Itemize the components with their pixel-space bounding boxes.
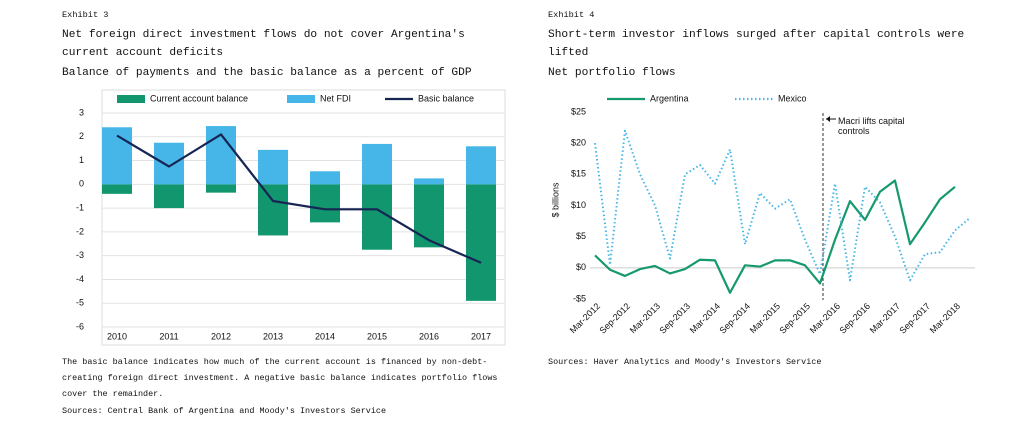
legend-label: Current account balance [150, 93, 248, 103]
legend-label: Basic balance [418, 93, 474, 103]
y-tick-label: -3 [76, 250, 84, 260]
chart-source: Sources: Haver Analytics and Moody's Inv… [548, 357, 822, 367]
x-tick-label: Mar-2014 [688, 301, 722, 335]
y-tick-label: -5 [76, 298, 84, 308]
y-tick-label: 3 [79, 107, 84, 117]
bar [466, 146, 496, 185]
series-line [594, 129, 971, 282]
x-tick-label: 2011 [159, 331, 178, 341]
y-tick-label: 0 [79, 179, 84, 189]
chart-note: The basic balance indicates how much of … [62, 357, 498, 399]
x-tick-label: Sep-2017 [897, 301, 932, 336]
y-tick-label: $10 [571, 200, 586, 210]
bar [414, 178, 444, 185]
bar [362, 184, 392, 250]
exhibit-label: Exhibit 4 [548, 10, 595, 20]
x-tick-label: Mar-2018 [928, 301, 962, 335]
x-tick-label: Mar-2017 [868, 301, 902, 335]
x-tick-label: 2012 [211, 331, 231, 341]
bar [258, 149, 288, 185]
exhibit-label: Exhibit 3 [62, 10, 109, 20]
bar [102, 184, 132, 194]
x-tick-label: Mar-2016 [808, 301, 842, 335]
bar [414, 184, 444, 248]
y-tick-label: $0 [576, 262, 586, 272]
bar [154, 142, 184, 185]
x-tick-label: 2010 [107, 331, 127, 341]
y-tick-label: -6 [76, 321, 84, 331]
x-tick-label: 2015 [367, 331, 387, 341]
y-tick-label: 1 [79, 155, 84, 165]
legend-label: Argentina [650, 93, 689, 103]
annotation: Macri lifts capital controls [838, 116, 905, 136]
series-line [594, 179, 956, 294]
x-tick-label: Sep-2014 [717, 301, 752, 336]
legend-swatch [287, 95, 315, 103]
bar [206, 184, 236, 193]
bar [310, 184, 340, 223]
y-tick-label: -$5 [573, 293, 586, 303]
y-tick-label: $5 [576, 231, 586, 241]
x-tick-label: 2014 [315, 331, 335, 341]
y-tick-label: $25 [571, 106, 586, 116]
chart-subtitle: Balance of payments and the basic balanc… [62, 67, 472, 79]
x-tick-label: Mar-2015 [748, 301, 782, 335]
y-tick-label: 2 [79, 131, 84, 141]
x-tick-label: Sep-2013 [657, 301, 692, 336]
chart-title: Net foreign direct investment flows do n… [62, 29, 465, 59]
x-tick-label: 2013 [263, 331, 283, 341]
legend-label: Net FDI [320, 93, 351, 103]
bar [258, 184, 288, 236]
y-tick-label: -4 [76, 274, 84, 284]
y-tick-label: -2 [76, 226, 84, 236]
annotation-arrowhead [826, 116, 830, 122]
x-tick-label: Mar-2013 [628, 301, 662, 335]
legend-label: Mexico [778, 93, 807, 103]
x-tick-label: 2016 [419, 331, 439, 341]
x-tick-label: Mar-2012 [568, 301, 602, 335]
y-tick-label: $20 [571, 138, 586, 148]
x-tick-label: 2017 [471, 331, 491, 341]
y-tick-label: -1 [76, 202, 84, 212]
x-tick-label: Sep-2016 [837, 301, 872, 336]
x-tick-label: Sep-2012 [597, 301, 632, 336]
legend-swatch [117, 95, 145, 103]
bar [310, 171, 340, 185]
chart-title: Short-term investor inflows surged after… [548, 29, 965, 59]
y-axis-label: $ billions [550, 182, 560, 218]
chart-source: Sources: Central Bank of Argentina and M… [62, 406, 387, 416]
y-tick-label: $15 [571, 169, 586, 179]
bar [466, 184, 496, 301]
plot-frame [101, 89, 506, 346]
bar [154, 184, 184, 209]
bar [362, 143, 392, 185]
series-line [116, 133, 482, 264]
chart-subtitle: Net portfolio flows [548, 67, 676, 79]
x-tick-label: Sep-2015 [777, 301, 812, 336]
